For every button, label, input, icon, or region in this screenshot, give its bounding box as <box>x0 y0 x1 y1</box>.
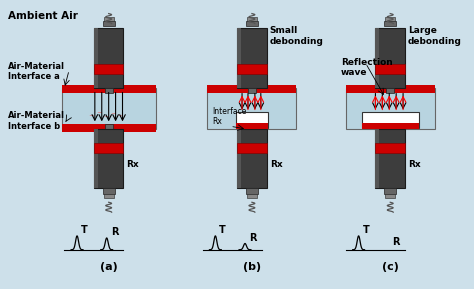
Text: Small
debonding: Small debonding <box>270 26 324 46</box>
Bar <box>237 28 241 88</box>
Bar <box>208 85 296 93</box>
Text: ~: ~ <box>96 110 102 116</box>
Bar <box>237 129 241 188</box>
Bar <box>246 188 258 194</box>
Text: (b): (b) <box>243 262 261 272</box>
Text: Air-Material
Interface b: Air-Material Interface b <box>8 111 65 131</box>
Bar <box>104 194 114 198</box>
Bar <box>94 143 124 153</box>
Text: (c): (c) <box>382 262 399 272</box>
Bar <box>362 123 419 129</box>
Text: R: R <box>110 227 118 237</box>
Text: Rx: Rx <box>127 160 139 169</box>
Bar <box>94 64 124 74</box>
Bar <box>385 194 395 198</box>
Text: Rx: Rx <box>270 160 283 169</box>
Bar <box>104 16 114 21</box>
Bar <box>248 88 256 93</box>
Bar <box>375 129 405 188</box>
Bar <box>62 85 156 93</box>
Bar <box>386 88 394 93</box>
Text: Reflection
wave: Reflection wave <box>341 58 392 77</box>
Text: T: T <box>363 225 369 235</box>
Bar <box>375 64 405 74</box>
Text: Air-Material
Interface a: Air-Material Interface a <box>8 62 65 81</box>
Bar <box>62 124 156 132</box>
Bar <box>246 21 258 26</box>
Bar <box>103 21 115 26</box>
Text: ~: ~ <box>110 111 117 117</box>
Bar <box>346 85 435 93</box>
Bar <box>247 194 257 198</box>
Bar <box>105 88 113 93</box>
Bar <box>237 129 267 188</box>
Bar <box>237 28 267 88</box>
Text: ~: ~ <box>103 114 109 120</box>
Bar <box>94 129 124 188</box>
Bar <box>62 88 156 129</box>
Text: Ambient Air: Ambient Air <box>8 11 78 21</box>
Text: R: R <box>392 237 400 247</box>
Bar <box>94 28 124 88</box>
Bar <box>94 28 98 88</box>
Text: Interface
Rx: Interface Rx <box>212 107 247 126</box>
Text: T: T <box>81 225 88 235</box>
Bar <box>247 16 257 21</box>
Bar <box>375 129 379 188</box>
Bar <box>236 112 268 128</box>
Bar <box>386 124 394 129</box>
Bar <box>105 124 113 129</box>
Bar <box>94 129 98 188</box>
Bar <box>375 28 405 88</box>
Bar <box>385 16 395 21</box>
Text: R: R <box>249 233 256 242</box>
Bar <box>236 123 268 129</box>
Bar <box>346 88 435 129</box>
Bar <box>375 28 379 88</box>
Text: (a): (a) <box>100 262 118 272</box>
Text: ~: ~ <box>118 113 123 119</box>
Bar <box>375 143 405 153</box>
Text: T: T <box>219 225 226 235</box>
Text: ~: ~ <box>88 113 94 119</box>
Bar <box>362 112 419 128</box>
Bar <box>248 124 256 129</box>
Bar <box>384 188 396 194</box>
Text: Large
debonding: Large debonding <box>408 26 462 46</box>
Bar <box>384 21 396 26</box>
Bar <box>237 64 267 74</box>
Bar <box>103 188 115 194</box>
Bar <box>237 143 267 153</box>
Text: Rx: Rx <box>408 160 420 169</box>
Bar <box>208 88 296 129</box>
